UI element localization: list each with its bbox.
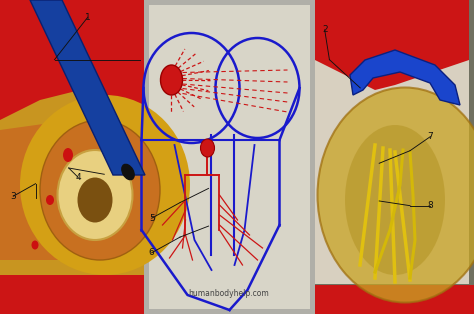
Polygon shape — [350, 50, 460, 105]
FancyBboxPatch shape — [315, 0, 474, 314]
Text: 2: 2 — [322, 25, 328, 34]
FancyBboxPatch shape — [0, 0, 144, 314]
Text: 6: 6 — [149, 248, 155, 257]
Polygon shape — [30, 0, 145, 175]
Ellipse shape — [78, 177, 112, 223]
FancyBboxPatch shape — [315, 0, 469, 284]
Text: 8: 8 — [428, 201, 433, 210]
Text: 4: 4 — [75, 173, 81, 182]
Ellipse shape — [121, 164, 135, 180]
Ellipse shape — [57, 150, 133, 240]
Ellipse shape — [63, 148, 73, 162]
Polygon shape — [0, 0, 144, 120]
Ellipse shape — [318, 88, 474, 302]
Ellipse shape — [161, 65, 182, 95]
Ellipse shape — [345, 125, 445, 275]
Text: 3: 3 — [10, 192, 16, 201]
Ellipse shape — [46, 195, 54, 205]
FancyBboxPatch shape — [0, 275, 144, 314]
FancyBboxPatch shape — [315, 285, 474, 314]
FancyBboxPatch shape — [149, 5, 310, 309]
Ellipse shape — [40, 120, 160, 260]
Ellipse shape — [31, 241, 38, 250]
Text: humanbodyhelp.com: humanbodyhelp.com — [189, 289, 269, 298]
Ellipse shape — [201, 139, 215, 157]
Ellipse shape — [20, 95, 190, 275]
Polygon shape — [315, 0, 469, 90]
Text: 1: 1 — [85, 13, 91, 22]
Text: 5: 5 — [149, 214, 155, 223]
FancyBboxPatch shape — [144, 0, 315, 314]
Text: 7: 7 — [428, 132, 433, 141]
Polygon shape — [0, 110, 144, 260]
